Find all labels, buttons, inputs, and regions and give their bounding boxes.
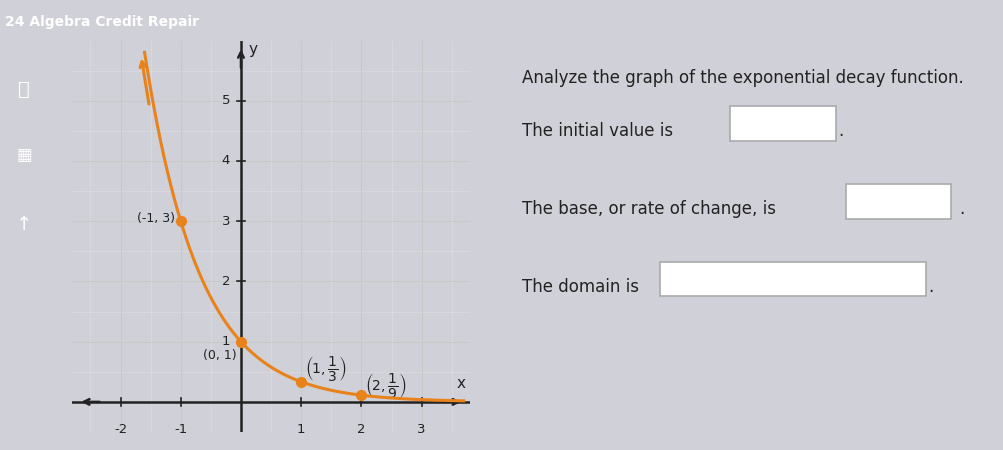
Text: $\!\left(1,\dfrac{1}{3}\right)$: $\!\left(1,\dfrac{1}{3}\right)$ xyxy=(306,354,346,383)
Text: 24 Algebra Credit Repair: 24 Algebra Credit Repair xyxy=(5,15,199,29)
Text: 1: 1 xyxy=(297,423,305,436)
Text: 2: 2 xyxy=(357,423,365,436)
Text: ⌒: ⌒ xyxy=(18,80,30,99)
Text: The domain is: The domain is xyxy=(522,278,639,296)
Text: (0, 1): (0, 1) xyxy=(203,349,236,362)
Text: x: x xyxy=(455,376,464,391)
Text: .: . xyxy=(958,200,963,218)
Text: 3: 3 xyxy=(417,423,425,436)
Text: (-1, 3): (-1, 3) xyxy=(136,212,175,225)
FancyBboxPatch shape xyxy=(845,184,951,219)
Text: ▦: ▦ xyxy=(16,146,32,164)
FancyBboxPatch shape xyxy=(660,261,925,297)
Text: The base, or rate of change, is: The base, or rate of change, is xyxy=(522,200,775,218)
FancyBboxPatch shape xyxy=(730,106,835,141)
Text: -2: -2 xyxy=(113,423,127,436)
Text: .: . xyxy=(928,278,933,296)
Text: The initial value is: The initial value is xyxy=(522,122,673,140)
Text: Analyze the graph of the exponential decay function.: Analyze the graph of the exponential dec… xyxy=(522,69,963,87)
Text: v: v xyxy=(816,118,823,128)
Text: .: . xyxy=(838,122,843,140)
Text: ↑: ↑ xyxy=(16,215,32,234)
Text: 3: 3 xyxy=(222,215,230,228)
Text: 2: 2 xyxy=(222,275,230,288)
Text: 1: 1 xyxy=(222,335,230,348)
Text: 5: 5 xyxy=(222,94,230,107)
Text: $\!\left(2,\dfrac{1}{9}\right)$: $\!\left(2,\dfrac{1}{9}\right)$ xyxy=(366,370,406,400)
Text: v: v xyxy=(910,274,916,284)
Text: y: y xyxy=(248,42,257,57)
Text: 4: 4 xyxy=(222,154,230,167)
Text: -1: -1 xyxy=(174,423,188,436)
Text: v: v xyxy=(937,196,944,206)
